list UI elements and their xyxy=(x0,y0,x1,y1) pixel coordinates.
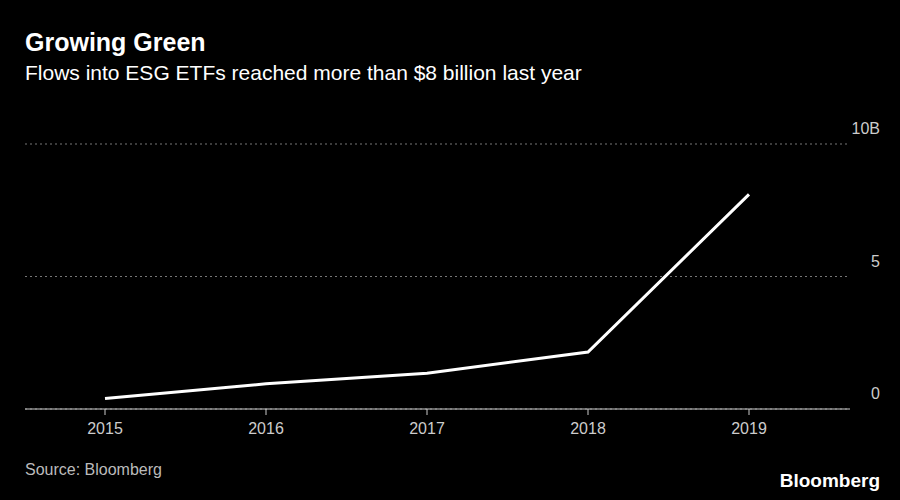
svg-text:5: 5 xyxy=(871,253,880,270)
html-text:Flows into ESG ETFs reached mo: Flows into ESG ETFs reached more than $8… xyxy=(25,61,582,84)
svg-text:2019: 2019 xyxy=(731,420,767,437)
svg-text:2017: 2017 xyxy=(409,420,445,437)
html-text:Bloomberg: Bloomberg xyxy=(779,470,880,491)
svg-text:2016: 2016 xyxy=(248,420,284,437)
svg-text:0: 0 xyxy=(871,385,880,402)
html-text:Growing Green: Growing Green xyxy=(25,28,206,56)
html-text:Source: Bloomberg: Source: Bloomberg xyxy=(25,461,162,478)
svg-text:2015: 2015 xyxy=(87,420,123,437)
svg-text:10B: 10B xyxy=(852,120,880,137)
svg-text:2018: 2018 xyxy=(570,420,606,437)
